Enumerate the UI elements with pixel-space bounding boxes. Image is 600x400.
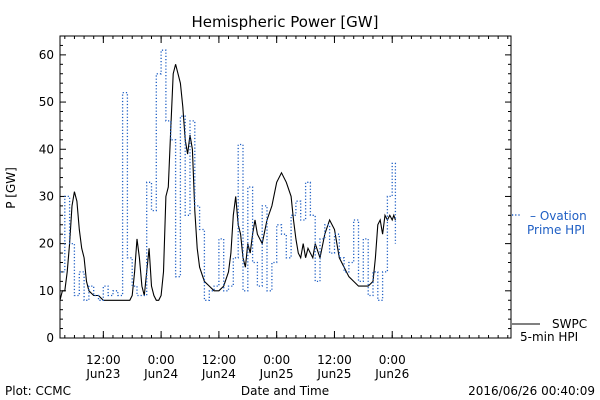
legend-swpc-line2: 5-min HPI: [520, 330, 578, 344]
x-axis-label: Date and Time: [241, 384, 329, 398]
timestamp: 2016/06/26 00:40:09: [468, 384, 595, 398]
x-tick-date-label: Jun25: [316, 367, 351, 381]
y-axis-ticks: 0 10 20 30 40 50 60: [39, 44, 511, 345]
y-tick-label: 0: [46, 331, 54, 345]
y-tick-label: 40: [39, 142, 54, 156]
y-tick-label: 60: [39, 48, 54, 62]
x-tick-time-label: 0:00: [148, 353, 175, 367]
series-line-ovation: [60, 49, 397, 301]
series-layer: [59, 49, 397, 301]
x-tick-time-label: 12:00: [317, 353, 352, 367]
x-tick-time-label: 0:00: [263, 353, 290, 367]
x-tick-time-label: 12:00: [202, 353, 237, 367]
legend-swpc-line1: SWPC: [552, 317, 587, 331]
chart-title: Hemispheric Power [GW]: [192, 13, 379, 31]
plot-credit: Plot: CCMC: [5, 384, 71, 398]
x-tick-time-label: 12:00: [86, 353, 121, 367]
legend-ovation-line1: – Ovation: [530, 209, 587, 223]
y-tick-label: 30: [39, 189, 54, 203]
x-tick-date-label: Jun26: [374, 367, 409, 381]
y-axis-label: P [GW]: [4, 167, 18, 209]
x-tick-date-label: Jun24: [201, 367, 236, 381]
plot-frame: [59, 35, 512, 339]
y-tick-label: 50: [39, 95, 54, 109]
legend-ovation-line2: Prime HPI: [527, 223, 585, 237]
x-tick-time-label: 0:00: [379, 353, 406, 367]
x-tick-date-label: Jun24: [143, 367, 178, 381]
x-tick-date-label: Jun23: [85, 367, 120, 381]
y-tick-label: 20: [39, 237, 54, 251]
series-line-swpc: [59, 64, 396, 301]
x-axis-ticks: 12:00Jun230:00Jun2412:00Jun240:00Jun2512…: [64, 36, 509, 381]
x-tick-date-label: Jun25: [259, 367, 294, 381]
y-tick-label: 10: [39, 284, 54, 298]
